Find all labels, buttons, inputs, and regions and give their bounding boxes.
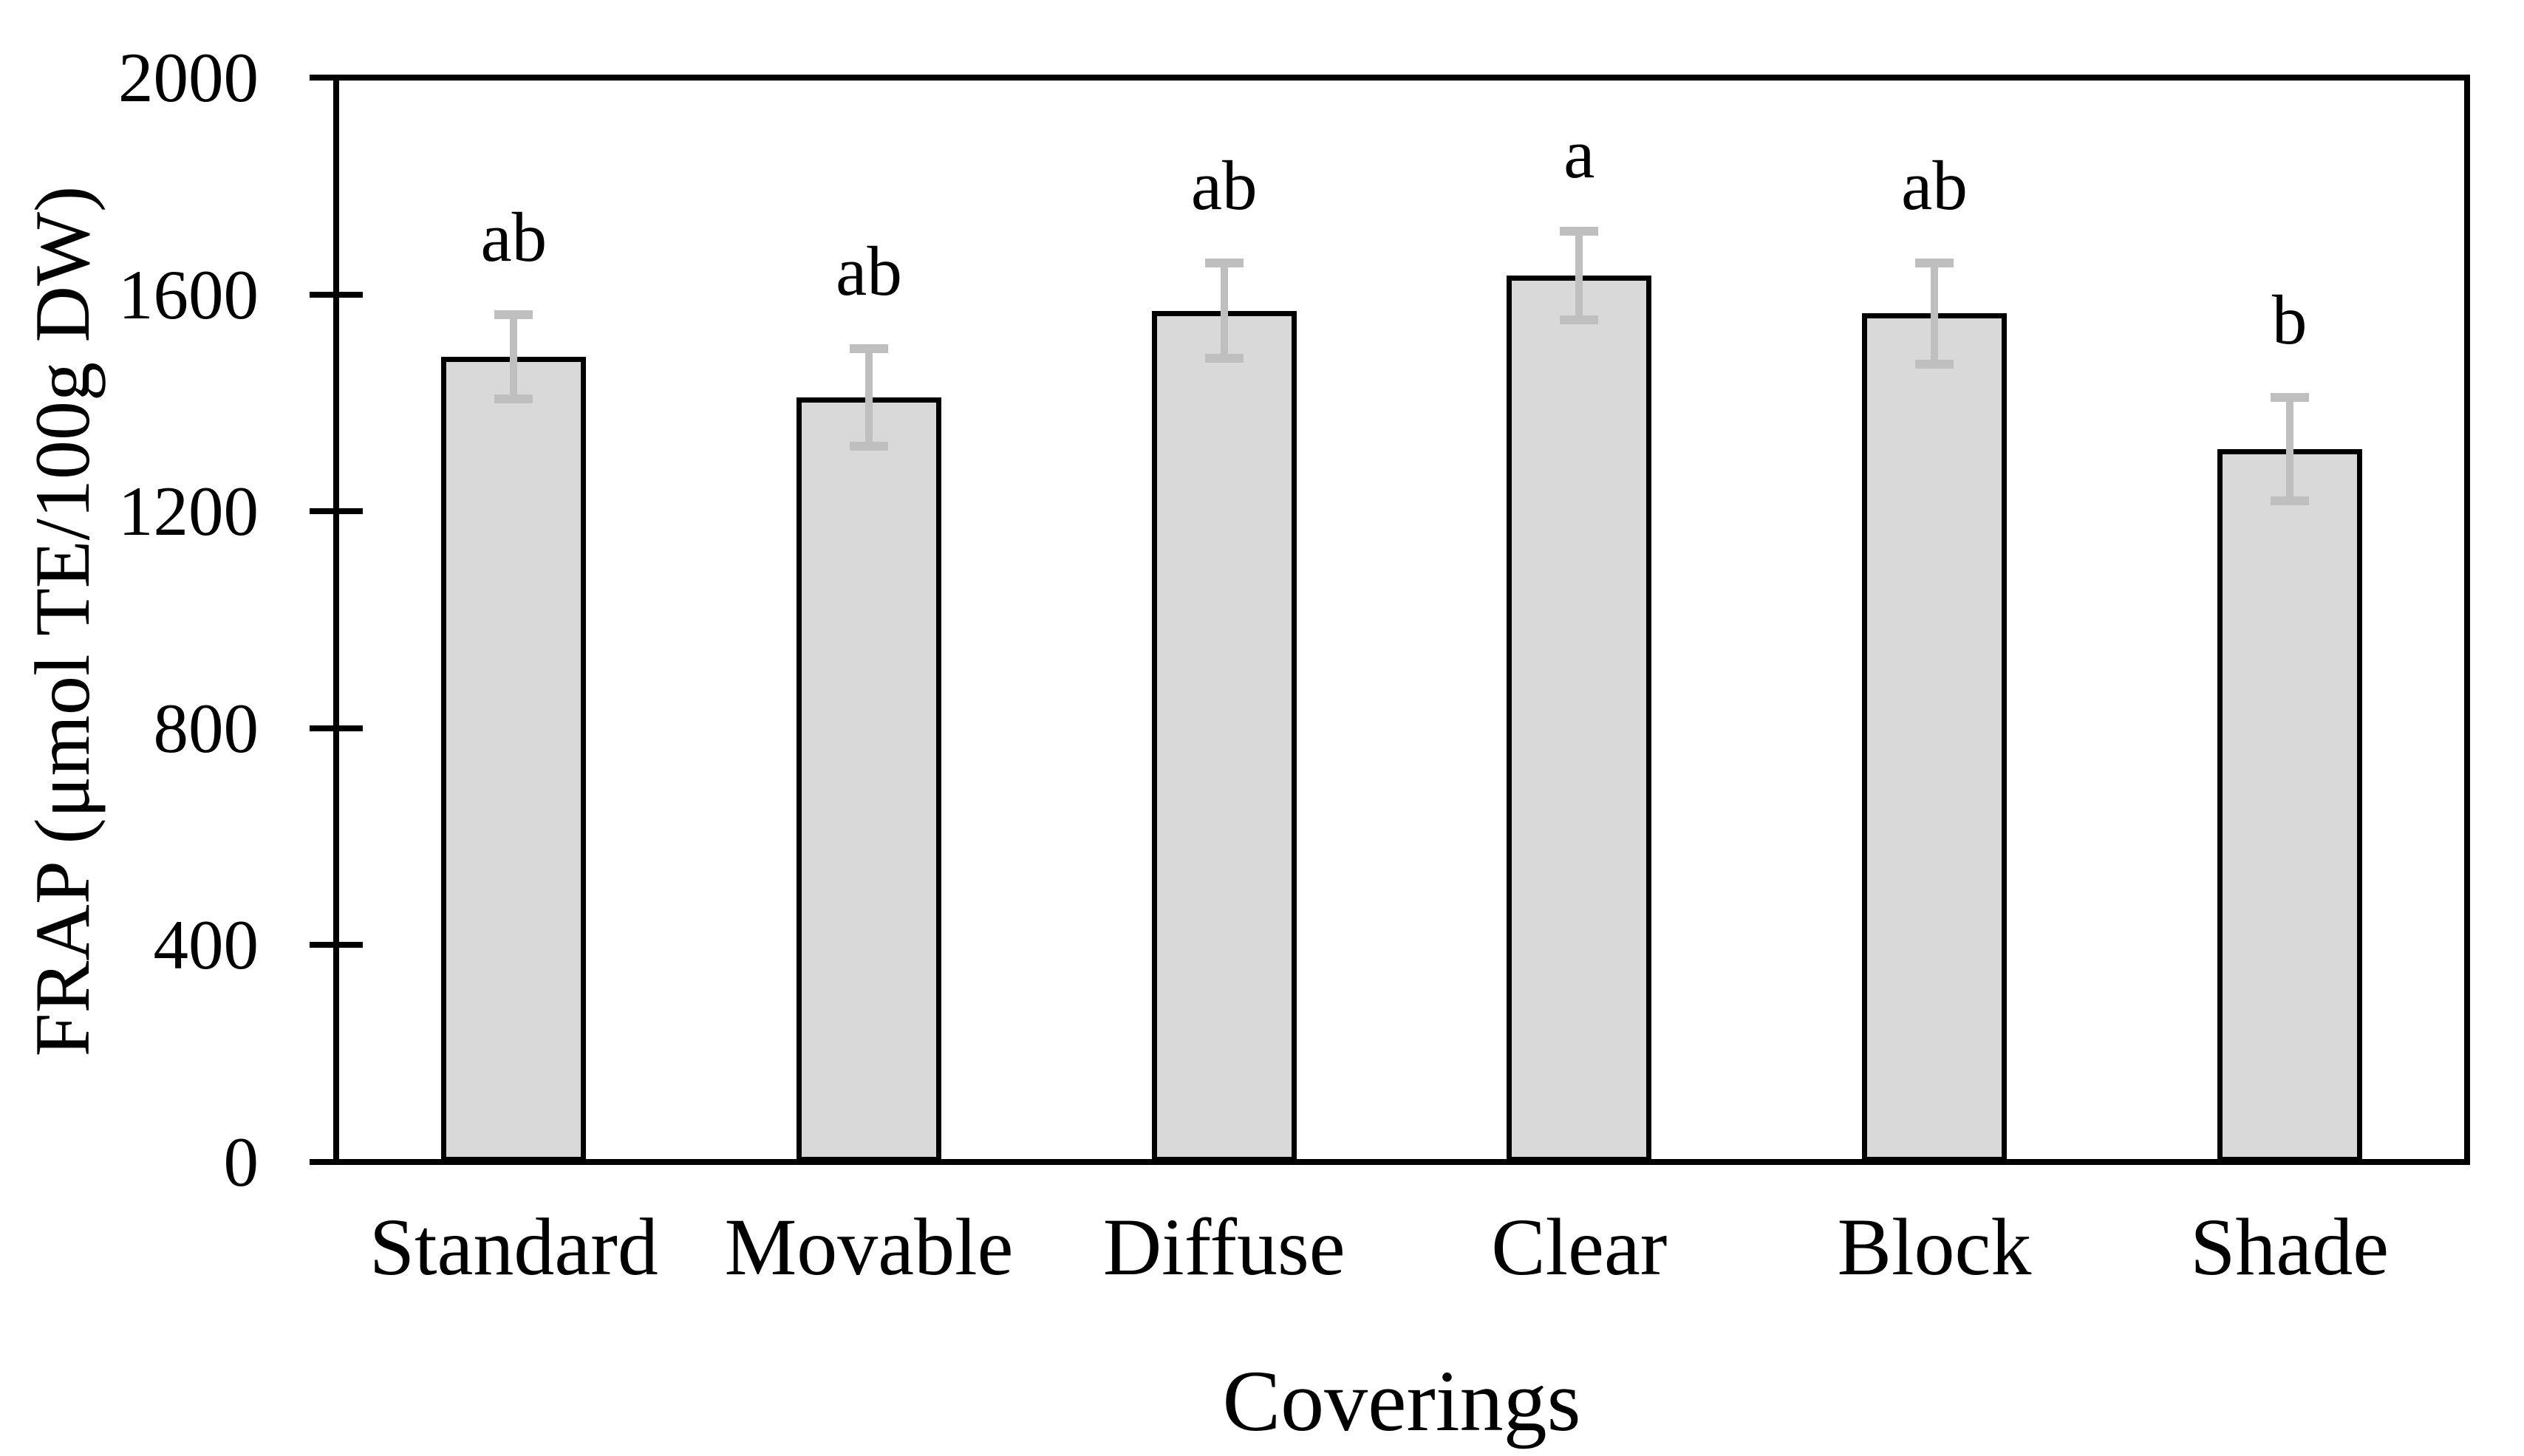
bar-shade <box>2217 448 2362 1162</box>
significance-letter: ab <box>836 232 902 310</box>
error-bar-cap-top <box>1560 226 1599 236</box>
x-category-label: Block <box>1837 1202 2032 1292</box>
plot-area-border <box>333 75 2470 1165</box>
significance-letter: ab <box>1901 146 1968 225</box>
x-category-label: Clear <box>1491 1202 1668 1292</box>
x-category-label: Standard <box>369 1202 658 1292</box>
error-bar-stem <box>1575 230 1583 321</box>
bar-standard <box>441 357 587 1162</box>
error-bar-cap-top <box>1915 259 1954 268</box>
bar-movable <box>797 397 941 1162</box>
error-bar-cap-top <box>1204 259 1244 268</box>
y-tick <box>310 1159 363 1165</box>
significance-letter: ab <box>1190 146 1258 225</box>
bar-diffuse <box>1151 310 1297 1162</box>
error-bar-cap-top <box>494 310 533 319</box>
y-tick <box>310 291 363 298</box>
y-tick-label: 400 <box>153 906 259 985</box>
bar-clear <box>1507 275 1652 1162</box>
error-bar-stem <box>510 314 518 400</box>
y-tick-label: 1600 <box>118 255 259 334</box>
y-tick <box>310 942 363 949</box>
error-bar-stem <box>1931 263 1938 364</box>
y-tick-label: 0 <box>223 1123 259 1201</box>
error-bar-cap-bottom <box>850 442 888 451</box>
y-tick <box>310 508 363 515</box>
x-category-label: Diffuse <box>1102 1202 1345 1292</box>
error-bar-cap-top <box>2270 393 2309 403</box>
error-bar-cap-bottom <box>1204 354 1244 363</box>
x-axis-title: Coverings <box>1222 1353 1581 1449</box>
y-tick-label: 1200 <box>118 472 259 551</box>
error-bar-cap-top <box>850 344 888 353</box>
y-tick <box>310 725 363 731</box>
error-bar-cap-bottom <box>2270 496 2309 505</box>
error-bar-stem <box>2285 397 2293 501</box>
significance-letter: a <box>1563 114 1595 193</box>
bar-block <box>1862 313 2007 1162</box>
error-bar-cap-bottom <box>494 394 533 404</box>
y-tick <box>310 75 363 81</box>
error-bar-cap-bottom <box>1915 359 1954 369</box>
significance-letter: ab <box>480 197 548 276</box>
y-axis-title: FRAP (μmol TE/100g DW) <box>19 185 106 1057</box>
y-tick-label: 800 <box>153 688 259 768</box>
y-tick-label: 2000 <box>118 38 259 117</box>
error-bar-stem <box>865 349 873 447</box>
x-category-label: Shade <box>2190 1202 2390 1292</box>
error-bar-stem <box>1220 263 1228 359</box>
x-category-label: Movable <box>724 1202 1014 1292</box>
error-bar-cap-bottom <box>1560 315 1599 325</box>
significance-letter: b <box>2271 281 2308 360</box>
